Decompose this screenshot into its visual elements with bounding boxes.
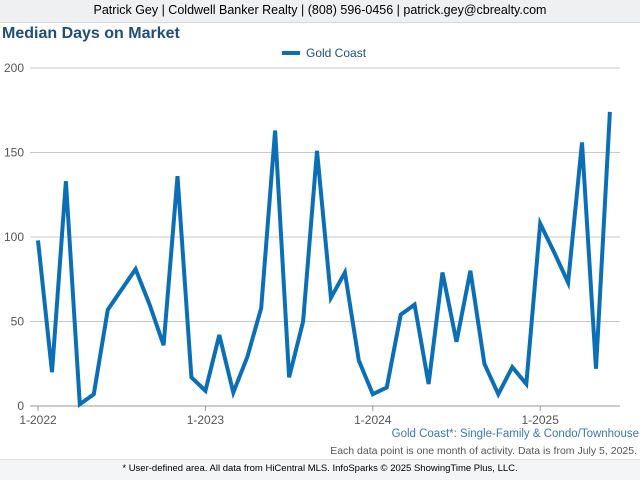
y-tick-label-50: 50 <box>11 315 25 329</box>
legend-swatch <box>282 50 300 55</box>
y-tick-label-200: 200 <box>4 61 24 75</box>
footer-text: * User-defined area. All data from HiCen… <box>122 463 518 474</box>
chart-title: Median Days on Market <box>2 25 180 42</box>
x-tick-label-1-2023: 1-2023 <box>187 413 225 427</box>
series-line-gold-coast <box>36 111 612 409</box>
y-tick-label-100: 100 <box>4 230 24 244</box>
x-tick-label-1-2024: 1-2024 <box>354 413 392 427</box>
area-definition-label: Gold Coast*: Single-Family & Condo/Townh… <box>391 428 639 440</box>
x-tick-label-1-2025: 1-2025 <box>522 413 560 427</box>
y-tick-label-150: 150 <box>4 146 24 160</box>
legend-label: Gold Coast <box>306 46 367 60</box>
data-note: Each data point is one month of activity… <box>330 445 637 457</box>
contact-header-bar <box>0 0 640 23</box>
chart-legend: Gold Coast <box>282 46 366 60</box>
x-tick-label-1-2022: 1-2022 <box>19 413 57 427</box>
contact-header-text: Patrick Gey | Coldwell Banker Realty | (… <box>93 3 547 17</box>
y-tick-label-0: 0 <box>17 399 24 413</box>
footer-bar <box>0 459 640 480</box>
